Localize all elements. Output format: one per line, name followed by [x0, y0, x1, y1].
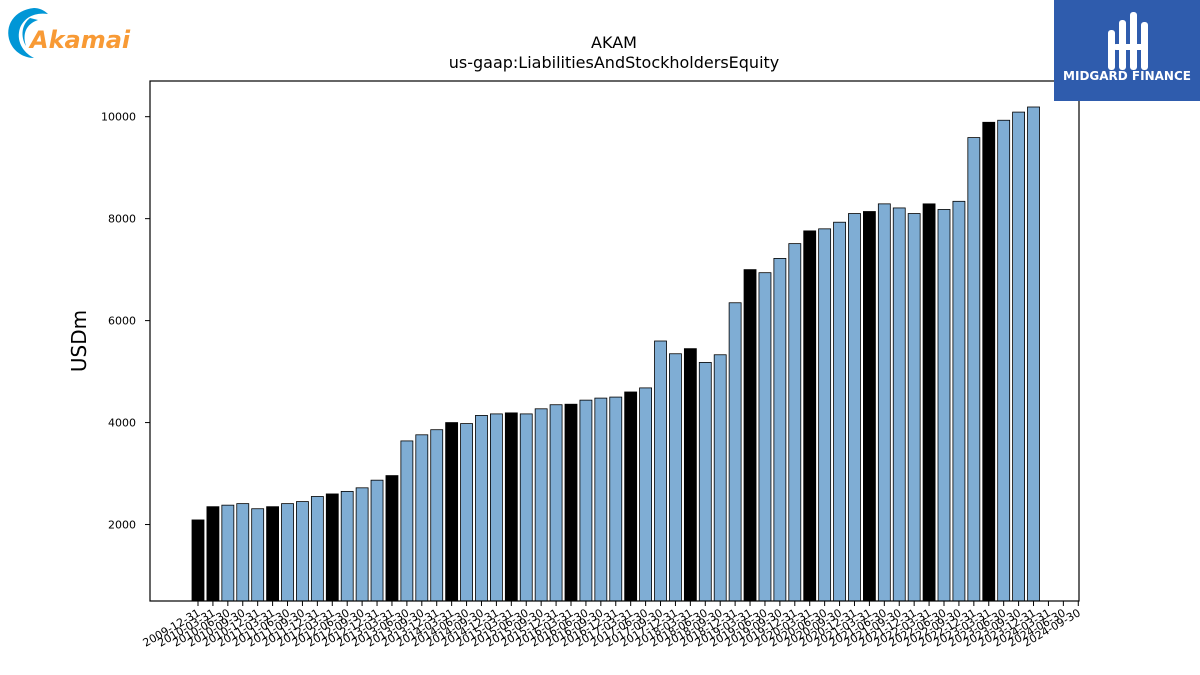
bar-2019-09-30: [773, 258, 787, 602]
bar-2011-12-31: [310, 496, 324, 602]
bar-2013-09-30: [415, 434, 429, 602]
bar-2016-09-30: [594, 397, 608, 602]
akamai-swoosh-icon: [8, 8, 48, 58]
midgard-finance-logo: MIDGARD FINANCE: [1054, 0, 1200, 101]
bar-2012-12-31: [370, 479, 384, 602]
bar-2015-09-30: [534, 408, 548, 602]
bar-2016-03-31: [564, 403, 578, 602]
bar-2021-06-30: [877, 203, 891, 602]
x-axis: 2009-12-312010-03-312010-06-302010-09-30…: [141, 601, 1083, 650]
bar-2021-03-31: [863, 211, 876, 602]
bar-2022-03-31: [922, 203, 936, 602]
chart-title: AKAM: [591, 33, 637, 52]
bar-2018-06-30: [698, 362, 712, 602]
bar-2014-03-31: [445, 422, 459, 602]
bar-2023-06-30: [997, 119, 1011, 602]
bar-2019-03-31: [743, 269, 757, 602]
bar-2018-09-30: [713, 354, 727, 602]
bar-2012-09-30: [355, 487, 369, 602]
y-tick-label: 10000: [101, 111, 136, 124]
bar-2018-12-31: [728, 302, 742, 602]
bar-2022-09-30: [952, 200, 966, 602]
y-tick-label: 6000: [108, 315, 136, 328]
bar-2015-12-31: [549, 404, 563, 602]
chart-subtitle: us-gaap:LiabilitiesAndStockholdersEquity: [449, 53, 780, 72]
akamai-logo: Akamai: [8, 8, 131, 58]
bar-2012-06-30: [340, 490, 354, 602]
bar-2010-03-31: [206, 506, 220, 602]
bar-2022-06-30: [937, 209, 951, 602]
bar-2011-09-30: [296, 501, 309, 602]
bar-2018-03-31: [683, 348, 697, 602]
bar-2015-03-31: [504, 412, 518, 602]
bar-2016-06-30: [579, 399, 593, 602]
bar-2021-09-30: [892, 207, 906, 602]
y-axis-label: USDm: [67, 310, 91, 372]
bar-2010-12-31: [251, 508, 265, 602]
bar-2017-09-30: [654, 340, 667, 602]
bar-2010-09-30: [236, 503, 250, 602]
bar-2020-06-30: [818, 228, 832, 602]
bar-2021-12-31: [907, 213, 921, 602]
bar-2014-12-31: [489, 413, 503, 602]
bar-2011-03-31: [266, 506, 280, 602]
bar-2015-06-30: [519, 413, 533, 602]
bar-2022-12-31: [967, 137, 981, 602]
bars-group: [191, 106, 1040, 602]
bar-2020-03-31: [803, 230, 817, 602]
midgard-wordmark: MIDGARD FINANCE: [1063, 69, 1191, 83]
bar-2010-06-30: [221, 504, 235, 602]
bar-2020-09-30: [833, 221, 846, 602]
bar-2017-12-31: [669, 353, 682, 602]
bar-2014-09-30: [475, 415, 488, 602]
bar-2019-12-31: [788, 243, 802, 602]
bar-2016-12-31: [609, 396, 623, 602]
y-tick-label: 4000: [108, 417, 136, 430]
bar-2012-03-31: [325, 493, 339, 602]
y-tick-label: 2000: [108, 519, 136, 532]
bar-2017-03-31: [624, 391, 638, 602]
bar-2023-03-31: [982, 121, 996, 602]
bar-2011-06-30: [281, 503, 294, 602]
bar-2019-06-30: [758, 272, 772, 602]
bar-2013-12-31: [430, 429, 444, 602]
bar-2013-03-31: [385, 475, 399, 602]
bar-2017-06-30: [639, 387, 652, 602]
bar-2023-12-31: [1027, 106, 1040, 602]
y-axis: 2000 4000 6000 8000 10000: [101, 111, 150, 532]
y-tick-label: 8000: [108, 213, 136, 226]
bar-2009-12-31: [191, 519, 205, 602]
bar-2020-12-31: [848, 213, 861, 602]
bar-2014-06-30: [460, 423, 473, 602]
akamai-wordmark: Akamai: [28, 26, 131, 54]
midgard-emblem-icon: [1108, 12, 1148, 70]
bar-2023-09-30: [1012, 111, 1025, 602]
plot-frame: [149, 80, 1080, 602]
bar-2013-06-30: [400, 440, 414, 602]
